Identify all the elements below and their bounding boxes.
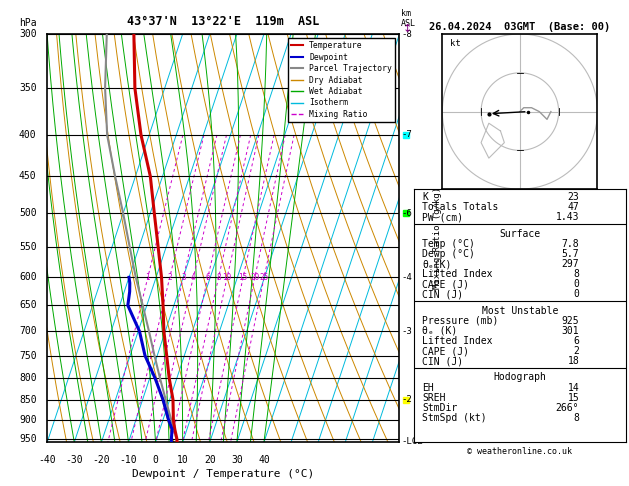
Text: hPa: hPa: [19, 18, 36, 28]
Text: 26.04.2024  03GMT  (Base: 00): 26.04.2024 03GMT (Base: 00): [429, 21, 611, 32]
Text: -40: -40: [38, 455, 56, 465]
Text: Dewpoint / Temperature (°C): Dewpoint / Temperature (°C): [132, 469, 314, 479]
Text: 20: 20: [250, 273, 260, 282]
Text: Hodograph: Hodograph: [493, 372, 547, 382]
Text: 14: 14: [567, 382, 579, 393]
Text: StmSpd (kt): StmSpd (kt): [422, 413, 487, 423]
Text: CIN (J): CIN (J): [422, 289, 464, 299]
Text: -8: -8: [401, 30, 412, 38]
Text: 950: 950: [19, 434, 36, 444]
Text: -30: -30: [65, 455, 83, 465]
Text: -10: -10: [120, 455, 137, 465]
Text: -20: -20: [92, 455, 110, 465]
Text: 700: 700: [19, 327, 36, 336]
Text: -LCL: -LCL: [401, 436, 423, 446]
Text: 750: 750: [19, 350, 36, 361]
Text: Surface: Surface: [499, 228, 540, 239]
Text: 850: 850: [19, 395, 36, 404]
Text: Mixing Ratio (g/kg): Mixing Ratio (g/kg): [433, 187, 442, 289]
Text: 450: 450: [19, 172, 36, 181]
Text: 350: 350: [19, 83, 36, 93]
Text: 30: 30: [231, 455, 243, 465]
Text: 400: 400: [19, 130, 36, 140]
Text: Lifted Index: Lifted Index: [422, 336, 493, 346]
Text: 18: 18: [567, 356, 579, 366]
Text: 7.8: 7.8: [562, 239, 579, 249]
Text: 300: 300: [19, 29, 36, 39]
Text: CIN (J): CIN (J): [422, 356, 464, 366]
Text: 500: 500: [19, 208, 36, 218]
Text: 8: 8: [216, 273, 221, 282]
Text: 266°: 266°: [555, 403, 579, 413]
Text: kt: kt: [450, 39, 461, 48]
Text: 6: 6: [574, 336, 579, 346]
Text: K: K: [422, 192, 428, 202]
Text: θₑ (K): θₑ (K): [422, 326, 458, 336]
Text: PW (cm): PW (cm): [422, 212, 464, 223]
Text: -2: -2: [401, 395, 412, 404]
Text: Dewp (°C): Dewp (°C): [422, 249, 476, 259]
Text: 301: 301: [562, 326, 579, 336]
Text: Temp (°C): Temp (°C): [422, 239, 476, 249]
Text: θₑ(K): θₑ(K): [422, 259, 452, 269]
Text: © weatheronline.co.uk: © weatheronline.co.uk: [467, 447, 572, 456]
Text: 8: 8: [574, 269, 579, 279]
Text: 10: 10: [223, 273, 232, 282]
Text: CAPE (J): CAPE (J): [422, 279, 469, 289]
Text: km
ASL: km ASL: [401, 9, 416, 28]
Text: StmDir: StmDir: [422, 403, 458, 413]
Text: Pressure (mb): Pressure (mb): [422, 316, 499, 326]
Text: Most Unstable: Most Unstable: [482, 306, 558, 315]
Text: Lifted Index: Lifted Index: [422, 269, 493, 279]
Text: CAPE (J): CAPE (J): [422, 346, 469, 356]
Text: 0: 0: [574, 279, 579, 289]
Text: 15: 15: [238, 273, 248, 282]
Text: 297: 297: [562, 259, 579, 269]
Text: -3: -3: [401, 327, 412, 336]
Text: ↕: ↕: [403, 24, 412, 34]
Text: -7: -7: [401, 130, 412, 139]
Text: 4: 4: [191, 273, 196, 282]
Text: 650: 650: [19, 300, 36, 311]
Text: 925: 925: [562, 316, 579, 326]
Text: 15: 15: [567, 393, 579, 402]
Text: 20: 20: [204, 455, 216, 465]
Text: 3: 3: [181, 273, 186, 282]
Text: 800: 800: [19, 373, 36, 383]
Text: 1.43: 1.43: [555, 212, 579, 223]
Text: 550: 550: [19, 242, 36, 252]
Text: 1: 1: [145, 273, 150, 282]
Text: 0: 0: [574, 289, 579, 299]
Text: 2: 2: [574, 346, 579, 356]
Text: 23: 23: [567, 192, 579, 202]
Text: Totals Totals: Totals Totals: [422, 202, 499, 212]
Text: 2: 2: [167, 273, 172, 282]
Text: 43°37'N  13°22'E  119m  ASL: 43°37'N 13°22'E 119m ASL: [127, 15, 320, 28]
Text: 0: 0: [153, 455, 159, 465]
Text: SREH: SREH: [422, 393, 446, 402]
Text: 600: 600: [19, 272, 36, 282]
Text: 40: 40: [258, 455, 270, 465]
Text: 8: 8: [574, 413, 579, 423]
Text: -6: -6: [401, 209, 412, 218]
Text: 25: 25: [260, 273, 269, 282]
Text: 47: 47: [567, 202, 579, 212]
Text: 6: 6: [206, 273, 210, 282]
Text: 900: 900: [19, 415, 36, 425]
Legend: Temperature, Dewpoint, Parcel Trajectory, Dry Adiabat, Wet Adiabat, Isotherm, Mi: Temperature, Dewpoint, Parcel Trajectory…: [287, 38, 396, 122]
Text: -4: -4: [401, 273, 412, 282]
Text: 10: 10: [177, 455, 189, 465]
Text: EH: EH: [422, 382, 434, 393]
Text: 5.7: 5.7: [562, 249, 579, 259]
